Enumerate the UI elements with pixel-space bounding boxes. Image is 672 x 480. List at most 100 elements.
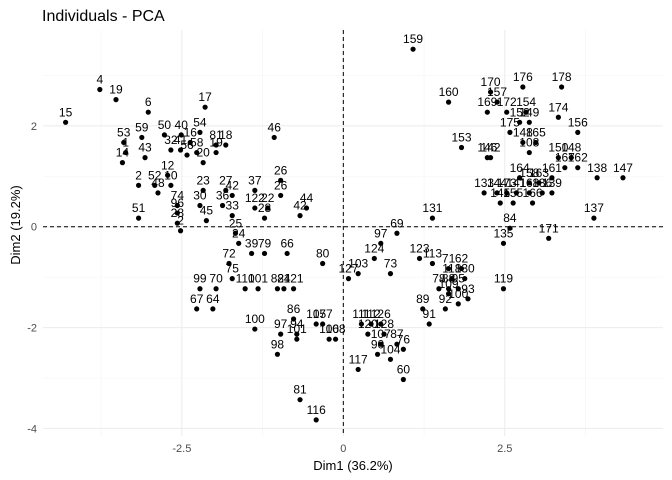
individual-point: 106 xyxy=(319,322,339,342)
individual-point: 147 xyxy=(613,161,633,181)
point-marker xyxy=(387,356,394,362)
point-marker xyxy=(223,142,229,148)
point-marker xyxy=(297,397,303,403)
individual-point: 37 xyxy=(248,173,262,193)
point-label: 6 xyxy=(145,95,152,109)
point-label: 110 xyxy=(236,272,255,286)
point-label: 144 xyxy=(487,176,507,190)
point-label: 86 xyxy=(287,302,301,316)
individual-point: 19 xyxy=(209,136,223,156)
point-marker xyxy=(510,200,516,206)
point-label: 156 xyxy=(568,115,588,129)
point-marker xyxy=(371,255,377,262)
point-marker xyxy=(202,104,208,110)
point-marker xyxy=(517,119,523,125)
individual-point: 58 xyxy=(190,136,204,156)
y-axis-ticks: -4 -2 0 2 xyxy=(27,121,37,436)
point-label: 160 xyxy=(439,85,459,99)
individual-point: 62 xyxy=(455,252,468,272)
point-marker xyxy=(290,316,297,322)
point-label: 161 xyxy=(542,161,562,175)
point-label: 154 xyxy=(516,95,536,109)
point-label: 145 xyxy=(490,186,510,200)
point-label: 100 xyxy=(448,287,468,301)
individual-point: 22 xyxy=(261,191,275,211)
point-marker xyxy=(168,182,174,188)
point-label: 95 xyxy=(452,272,466,286)
point-label: 73 xyxy=(384,257,398,271)
point-marker xyxy=(594,175,600,181)
individual-point: 45 xyxy=(200,204,213,224)
point-marker xyxy=(620,175,626,181)
individual-point: 97 xyxy=(374,226,388,246)
point-marker xyxy=(442,306,448,312)
x-tick-label: 2.5 xyxy=(497,443,512,455)
individual-point: 6 xyxy=(145,95,152,115)
individual-point: 71 xyxy=(442,252,456,272)
individual-point: 145 xyxy=(490,186,511,206)
point-label: 20 xyxy=(196,146,210,160)
point-marker xyxy=(529,200,536,206)
point-marker xyxy=(555,114,561,120)
point-label: 19 xyxy=(109,83,123,97)
grid xyxy=(43,30,663,436)
individual-point: 108 xyxy=(326,322,346,342)
individual-point: 166 xyxy=(523,186,543,206)
point-label: 107 xyxy=(371,327,391,341)
point-label: 12 xyxy=(161,158,175,172)
individual-point: 4 xyxy=(96,73,103,93)
point-marker xyxy=(507,129,513,135)
point-label: 54 xyxy=(193,115,207,129)
point-label: 103 xyxy=(348,257,368,271)
individual-point: 40 xyxy=(175,118,188,138)
individual-point: 28 xyxy=(258,201,272,221)
chart-title: Individuals - PCA xyxy=(42,8,165,25)
individual-point: 172 xyxy=(497,95,517,115)
individual-point: 59 xyxy=(135,120,149,141)
individual-point: 138 xyxy=(587,161,607,181)
point-marker xyxy=(575,165,581,171)
y-tick-label: 2 xyxy=(31,121,37,133)
individual-point: 127 xyxy=(338,262,359,282)
point-marker xyxy=(229,213,235,219)
individual-point: 46 xyxy=(268,120,281,141)
individual-point: 128 xyxy=(374,317,394,337)
individual-point: 168 xyxy=(519,176,540,196)
point-marker xyxy=(177,228,184,234)
individual-point: 73 xyxy=(384,257,398,277)
point-marker xyxy=(500,240,507,246)
point-marker xyxy=(500,286,507,292)
individual-point: 109 xyxy=(439,277,459,297)
point-label: 147 xyxy=(613,161,633,175)
point-marker xyxy=(445,99,452,105)
point-marker xyxy=(458,265,465,272)
individual-point: 167 xyxy=(555,151,575,171)
point-marker xyxy=(113,97,119,103)
point-label: 168 xyxy=(519,176,539,190)
point-label: 36 xyxy=(216,189,230,203)
point-marker xyxy=(303,205,310,211)
point-label: 14 xyxy=(116,146,130,160)
point-label: 142 xyxy=(481,141,501,155)
point-label: 39 xyxy=(245,236,259,250)
individual-point: 19 xyxy=(109,83,123,103)
individual-point: 94 xyxy=(290,317,304,337)
point-label: 120 xyxy=(358,317,378,331)
point-label: 2 xyxy=(135,168,142,182)
individual-point: 2 xyxy=(177,214,184,234)
individual-point: 142 xyxy=(481,141,501,161)
individual-point: 72 xyxy=(222,247,236,267)
point-label: 37 xyxy=(248,173,262,187)
point-marker xyxy=(575,129,581,135)
individual-point: 52 xyxy=(148,168,162,188)
point-label: 100 xyxy=(245,312,265,326)
point-marker xyxy=(523,109,529,115)
point-marker xyxy=(165,172,171,178)
point-marker xyxy=(229,276,235,282)
point-marker xyxy=(436,286,442,292)
point-marker xyxy=(355,271,361,277)
individual-point: 87 xyxy=(390,327,404,347)
individual-point: 32 xyxy=(164,133,178,153)
point-label: 101 xyxy=(248,272,268,286)
individual-point: 26 xyxy=(274,178,288,199)
